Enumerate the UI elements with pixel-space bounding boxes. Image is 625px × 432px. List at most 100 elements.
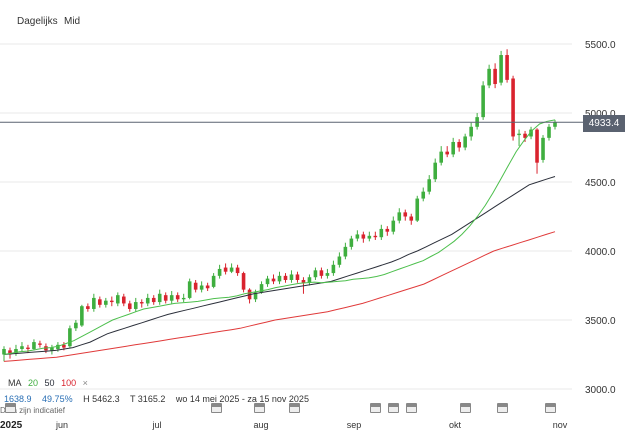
candle-body bbox=[62, 344, 66, 348]
candle-body bbox=[463, 136, 467, 148]
data-note: Data zijn indicatief bbox=[0, 406, 65, 415]
candle-body bbox=[193, 282, 198, 290]
candle-body bbox=[469, 126, 473, 137]
ma20-label[interactable]: 20 bbox=[28, 378, 39, 388]
calendar-event-icon[interactable] bbox=[388, 403, 399, 413]
calendar-event-icon[interactable] bbox=[5, 403, 16, 413]
price-stats: 1638.9 49.75% H 5462.3 T 3165.2 wo 14 me… bbox=[0, 394, 317, 404]
candle-body bbox=[86, 306, 90, 309]
y-tick-label: 3000.0 bbox=[585, 385, 616, 396]
price-type-selector[interactable]: Mid bbox=[64, 16, 81, 27]
candle-body bbox=[157, 293, 162, 303]
candle-body bbox=[427, 179, 432, 192]
calendar-event-icon[interactable] bbox=[497, 403, 508, 413]
candle-body bbox=[92, 297, 96, 309]
candle-body bbox=[547, 126, 551, 138]
candle-body bbox=[163, 295, 168, 301]
y-tick-label: 3500.0 bbox=[585, 316, 616, 327]
candle-body bbox=[26, 347, 30, 349]
candle-body bbox=[385, 228, 390, 232]
calendar-event-icon[interactable] bbox=[289, 403, 300, 413]
ma50-label[interactable]: 50 bbox=[44, 378, 55, 388]
candle-body bbox=[331, 264, 336, 274]
change-percent: 49.75% bbox=[42, 394, 73, 404]
candle-body bbox=[361, 234, 366, 239]
candle-body bbox=[259, 284, 264, 293]
candle-body bbox=[535, 129, 539, 163]
calendar-event-icon[interactable] bbox=[460, 403, 471, 413]
candle-body bbox=[68, 328, 72, 347]
candle-body bbox=[110, 300, 114, 303]
candle-body bbox=[277, 275, 282, 282]
candle-body bbox=[74, 322, 78, 329]
candle-body bbox=[451, 141, 455, 155]
candle-body bbox=[511, 78, 515, 137]
candle-body bbox=[217, 268, 222, 276]
candle-body bbox=[50, 347, 54, 351]
change-value: 1638.9 bbox=[4, 394, 32, 404]
x-tick-label: nov bbox=[553, 420, 568, 430]
candle-body bbox=[145, 297, 150, 304]
date-range: wo 14 mei 2025 - za 15 nov 2025 bbox=[175, 394, 309, 404]
candle-body bbox=[211, 275, 216, 287]
candle-body bbox=[367, 235, 372, 239]
y-tick-label: 4500.0 bbox=[585, 178, 616, 189]
candle-body bbox=[403, 212, 408, 217]
candle-body bbox=[241, 273, 246, 290]
candle-body bbox=[307, 277, 312, 283]
close-icon[interactable]: × bbox=[82, 378, 88, 388]
ma-label: MA bbox=[8, 378, 22, 388]
candle-body bbox=[439, 151, 444, 163]
candle-body bbox=[301, 279, 306, 283]
candle-body bbox=[487, 68, 491, 86]
candle-body bbox=[139, 302, 144, 304]
y-tick-label: 5000.0 bbox=[585, 109, 616, 120]
candle-body bbox=[121, 296, 126, 304]
candle-body bbox=[379, 228, 384, 238]
calendar-event-icon[interactable] bbox=[545, 403, 556, 413]
high-value: H 5462.3 bbox=[83, 394, 120, 404]
timeframe-selector[interactable]: Dagelijks bbox=[17, 16, 58, 27]
candle-body bbox=[115, 295, 120, 304]
candle-body bbox=[493, 68, 497, 85]
x-tick-label: okt bbox=[449, 420, 462, 430]
candle-body bbox=[481, 85, 485, 118]
calendar-event-icon[interactable] bbox=[370, 403, 381, 413]
ma100-line bbox=[3, 231, 556, 362]
candle-body bbox=[499, 55, 503, 83]
candle-body bbox=[349, 238, 354, 247]
calendar-event-icon[interactable] bbox=[254, 403, 265, 413]
candle-body bbox=[415, 198, 420, 221]
candle-body bbox=[337, 256, 342, 265]
candle-body bbox=[14, 348, 18, 354]
candle-body bbox=[445, 151, 449, 155]
candle-body bbox=[505, 55, 509, 80]
ma100-label[interactable]: 100 bbox=[61, 378, 77, 388]
candle-body bbox=[223, 267, 228, 272]
year-label: 2025 bbox=[0, 420, 23, 431]
calendar-event-icon[interactable] bbox=[211, 403, 222, 413]
candle-body bbox=[343, 246, 348, 257]
candle-body bbox=[20, 346, 24, 349]
x-tick-label: sep bbox=[347, 420, 362, 430]
candle-body bbox=[265, 278, 270, 285]
y-tick-label: 4000.0 bbox=[585, 247, 616, 258]
candle-body bbox=[373, 235, 378, 238]
candle-body bbox=[421, 191, 426, 199]
calendar-event-icon[interactable] bbox=[406, 403, 417, 413]
candle-body bbox=[38, 343, 42, 345]
candle-body bbox=[397, 212, 402, 221]
candle-body bbox=[253, 292, 258, 300]
candle-body bbox=[553, 122, 557, 127]
candle-body bbox=[181, 297, 186, 300]
candle-body bbox=[2, 348, 6, 355]
candle-body bbox=[98, 299, 102, 305]
candle-body bbox=[391, 220, 396, 232]
candle-body bbox=[32, 342, 36, 349]
candle-body bbox=[229, 267, 234, 272]
candle-body bbox=[295, 274, 300, 280]
candle-body bbox=[56, 344, 60, 349]
x-tick-label: jun bbox=[55, 420, 68, 430]
candle-body bbox=[283, 275, 288, 280]
